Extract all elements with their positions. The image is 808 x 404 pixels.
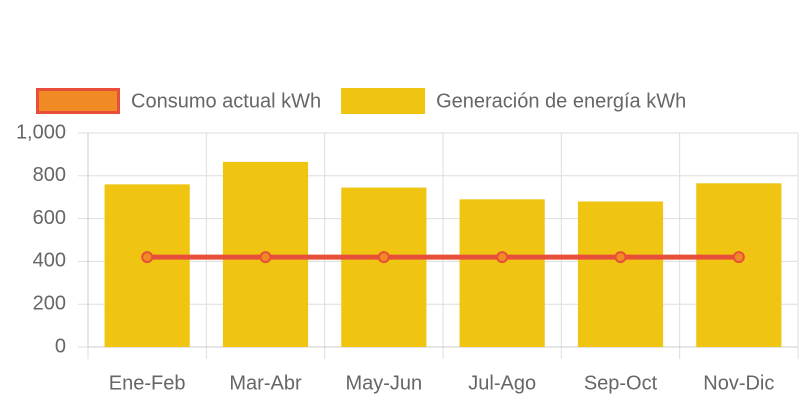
- line-point: [496, 251, 509, 264]
- x-tick-label: Sep-Oct: [584, 372, 658, 394]
- bar: [341, 187, 427, 347]
- x-tick-label: Mar-Abr: [229, 372, 302, 394]
- line-point: [259, 251, 272, 264]
- bar: [696, 183, 782, 347]
- legend-swatch: [36, 88, 120, 114]
- legend-label: Generación de energía kWh: [436, 90, 686, 112]
- line-point: [614, 251, 627, 264]
- x-tick-label: Ene-Feb: [109, 372, 186, 394]
- y-tick-label: 600: [33, 207, 66, 229]
- legend-label: Consumo actual kWh: [131, 90, 321, 112]
- x-tick-label: May-Jun: [345, 372, 422, 394]
- line-point: [377, 251, 390, 264]
- y-tick-label: 200: [33, 292, 66, 314]
- line-point: [732, 251, 745, 264]
- y-tick-label: 0: [55, 335, 66, 357]
- legend-swatch: [341, 88, 426, 114]
- x-tick-label: Nov-Dic: [703, 372, 774, 394]
- y-tick-label: 800: [33, 164, 66, 186]
- y-tick-label: 1,000: [16, 121, 66, 143]
- line-point: [141, 251, 154, 264]
- bar: [459, 199, 545, 347]
- bar: [104, 184, 190, 347]
- bar: [577, 201, 664, 347]
- x-tick-label: Jul-Ago: [468, 372, 536, 394]
- y-tick-label: 400: [33, 250, 66, 272]
